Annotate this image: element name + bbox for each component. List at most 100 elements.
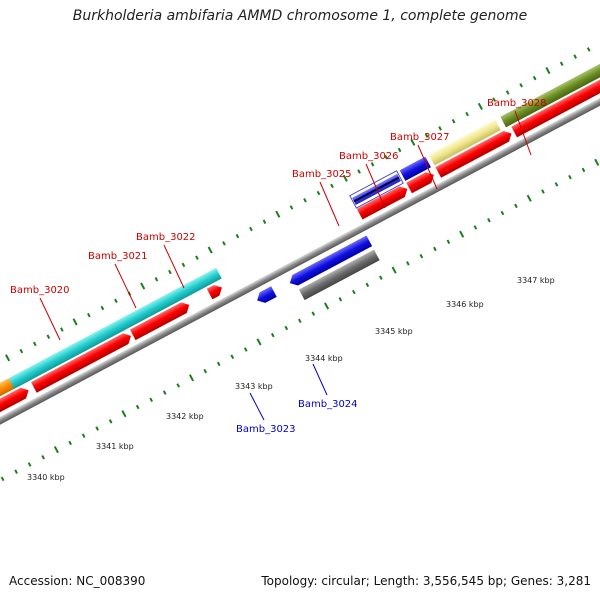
feature-bamb-3020[interactable] — [8, 267, 222, 389]
feature-bamb-3026[interactable] — [399, 156, 431, 181]
forward-tick-mark — [33, 341, 37, 347]
forward-tick-mark — [154, 277, 159, 282]
scale-label-3340: 3340 kbp — [27, 473, 65, 482]
gene-label-bamb-3024[interactable]: Bamb_3024 — [298, 399, 358, 410]
gene-label-bamb-3025[interactable]: Bamb_3025 — [292, 169, 352, 180]
reverse-tick-mark — [324, 302, 330, 310]
forward-tick-mark — [235, 233, 240, 239]
reverse-tick-mark — [162, 390, 167, 395]
forward-tick-mark — [519, 83, 523, 88]
scale-label-3345: 3345 kbp — [375, 327, 413, 336]
reverse-tick-mark — [526, 194, 532, 202]
gene-label-bamb-3020[interactable]: Bamb_3020 — [10, 285, 70, 296]
reverse-tick-mark — [216, 361, 221, 367]
leader-bamb-3025 — [319, 181, 340, 227]
forward-tick-mark — [532, 75, 537, 81]
reverse-tick-mark — [284, 325, 289, 331]
forward-tick-mark — [195, 255, 199, 260]
cds-arrow-3019[interactable] — [0, 385, 31, 437]
reverse-tick-mark — [81, 433, 86, 438]
reverse-tick-mark — [188, 374, 195, 382]
gene-label-bamb-3022[interactable]: Bamb_3022 — [136, 232, 196, 243]
feature-bamb-3028[interactable] — [500, 62, 600, 128]
reverse-tick-mark — [500, 210, 505, 216]
cds-arrow-3026[interactable] — [406, 169, 436, 194]
reverse-tick-mark — [95, 426, 99, 431]
forward-tick-mark — [357, 169, 361, 174]
feature-bamb-3024[interactable] — [298, 249, 380, 301]
reverse-tick-mark — [121, 410, 127, 418]
reverse-tick-mark — [446, 239, 451, 245]
reverse-tick-mark — [297, 318, 302, 324]
map-title: Burkholderia ambifaria AMMD chromosome 1… — [72, 8, 528, 24]
cds-arrow-3023[interactable] — [254, 286, 277, 306]
reverse-tick-mark — [311, 311, 316, 316]
reverse-tick-mark — [230, 354, 235, 359]
forward-tick-mark — [60, 327, 64, 332]
reverse-tick-mark — [433, 246, 437, 252]
cds-arrow-3020[interactable] — [31, 331, 134, 393]
reverse-tick-mark — [270, 332, 275, 338]
forward-tick-mark — [545, 66, 551, 75]
reverse-tick-mark — [514, 203, 518, 209]
forward-tick-mark — [316, 190, 321, 196]
forward-tick-mark — [586, 47, 591, 52]
cds-arrow-3028[interactable] — [511, 74, 600, 138]
leader-bamb-3020 — [39, 297, 61, 341]
forward-tick-mark — [222, 241, 226, 246]
reverse-tick-mark — [379, 275, 383, 280]
reverse-tick-row — [0, 158, 600, 482]
gene-label-bamb-3021[interactable]: Bamb_3021 — [88, 251, 148, 262]
forward-tick-mark — [275, 210, 281, 218]
reverse-tick-mark — [473, 225, 478, 230]
reverse-tick-mark — [68, 440, 72, 446]
forward-tick-mark — [100, 305, 105, 311]
genome-backbone — [0, 0, 600, 472]
leader-bamb-3024 — [312, 363, 328, 396]
forward-tick-mark — [370, 162, 375, 167]
gene-labels-red: Bamb_3020 Bamb_3021 Bamb_3022 Bamb_3025 … — [10, 98, 547, 296]
cds-arrow-3022[interactable] — [206, 282, 225, 300]
scale-label-3347: 3347 kbp — [517, 276, 555, 285]
forward-tick-mark — [249, 226, 253, 232]
cds-arrow-3027[interactable] — [435, 128, 514, 178]
reverse-tick-mark — [203, 368, 208, 374]
cds-arrow-3024-blue[interactable] — [287, 235, 373, 289]
gene-label-bamb-3026[interactable]: Bamb_3026 — [339, 151, 399, 162]
scale-label-3346: 3346 kbp — [446, 300, 484, 309]
forward-tick-mark — [410, 138, 416, 146]
gene-label-bamb-3023[interactable]: Bamb_3023 — [236, 424, 296, 435]
forward-tick-mark — [451, 118, 456, 124]
leader-bamb-3028 — [514, 110, 532, 156]
feature-bamb-3027[interactable] — [428, 119, 501, 166]
forward-tick-mark — [330, 183, 334, 189]
leader-lines — [39, 110, 532, 421]
cds-arrow-3025[interactable] — [356, 184, 410, 220]
cds-arrow-3021[interactable] — [129, 300, 192, 341]
forward-tick-mark — [289, 205, 294, 210]
gene-label-bamb-3027[interactable]: Bamb_3027 — [390, 132, 450, 143]
scale-label-3344: 3344 kbp — [305, 354, 343, 363]
gene-labels-blue: Bamb_3023 Bamb_3024 — [236, 399, 358, 435]
gene-label-bamb-3028[interactable]: Bamb_3028 — [487, 98, 547, 109]
scale-label-3341: 3341 kbp — [96, 442, 134, 451]
forward-tick-mark — [114, 298, 118, 304]
forward-tick-mark — [384, 154, 388, 160]
reverse-tick-mark — [149, 397, 154, 403]
leader-bamb-3026 — [365, 163, 386, 209]
forward-tick-mark — [559, 61, 564, 67]
forward-tick-mark — [477, 102, 483, 110]
topology-label: Topology: circular; Length: 3,556,545 bp… — [261, 574, 591, 588]
reverse-tick-mark — [541, 189, 545, 194]
reverse-tick-mark — [176, 383, 181, 388]
reverse-tick-mark — [568, 174, 572, 180]
reverse-tick-mark — [108, 419, 113, 424]
reverse-tick-mark — [487, 218, 491, 223]
reverse-tick-mark — [459, 230, 465, 238]
scale-labels: 3340 kbp 3341 kbp 3342 kbp 3343 kbp 3344… — [27, 276, 555, 482]
forward-tick-mark — [492, 97, 496, 102]
map-rotated-layer — [0, 0, 600, 482]
forward-tick-mark — [87, 312, 91, 318]
forward-tick-mark — [424, 133, 429, 138]
